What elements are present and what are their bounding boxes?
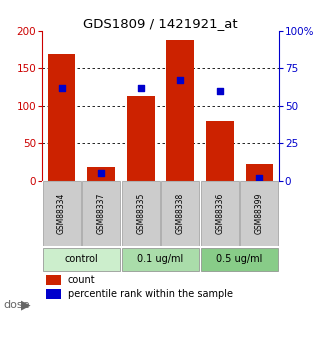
Bar [206,121,234,181]
Text: 0.5 ug/ml: 0.5 ug/ml [216,254,263,264]
Text: ▶: ▶ [21,299,30,312]
Text: percentile rank within the sample: percentile rank within the sample [68,289,233,299]
Point [257,175,262,180]
Bar [87,167,115,181]
Point [217,88,222,94]
Bar [127,96,154,181]
Text: dose: dose [3,300,30,310]
Bar [201,181,239,246]
Text: GSM88335: GSM88335 [136,193,145,234]
Text: GSM88334: GSM88334 [57,193,66,234]
Bar [48,53,75,181]
Text: GSM88337: GSM88337 [97,193,106,234]
Bar [122,248,199,271]
Text: control: control [65,254,98,264]
Text: 0.1 ug/ml: 0.1 ug/ml [137,254,184,264]
Bar [201,248,279,271]
Title: GDS1809 / 1421921_at: GDS1809 / 1421921_at [83,17,238,30]
Bar [166,40,194,181]
Bar [161,181,199,246]
Bar [82,181,120,246]
Text: GSM88399: GSM88399 [255,193,264,234]
Text: GSM88338: GSM88338 [176,193,185,234]
Text: count: count [68,275,95,285]
Bar [47,289,61,299]
Bar [122,181,160,246]
Point [99,170,104,176]
Point [138,85,143,91]
Text: GSM88336: GSM88336 [215,193,224,234]
Bar [246,164,273,181]
Bar [42,181,81,246]
Point [178,78,183,83]
Bar [42,248,120,271]
Bar [240,181,279,246]
Bar [47,275,61,285]
Point [59,85,64,91]
